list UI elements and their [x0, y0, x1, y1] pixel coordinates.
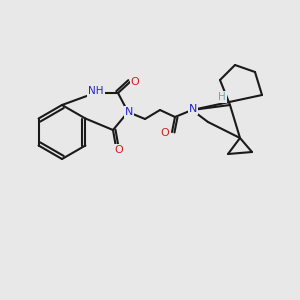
Text: O: O: [130, 77, 140, 87]
Text: N: N: [189, 104, 197, 114]
Text: NH: NH: [88, 86, 104, 96]
Text: O: O: [115, 145, 123, 155]
Text: H: H: [218, 92, 226, 102]
Text: N: N: [125, 107, 133, 117]
Text: O: O: [160, 128, 169, 138]
